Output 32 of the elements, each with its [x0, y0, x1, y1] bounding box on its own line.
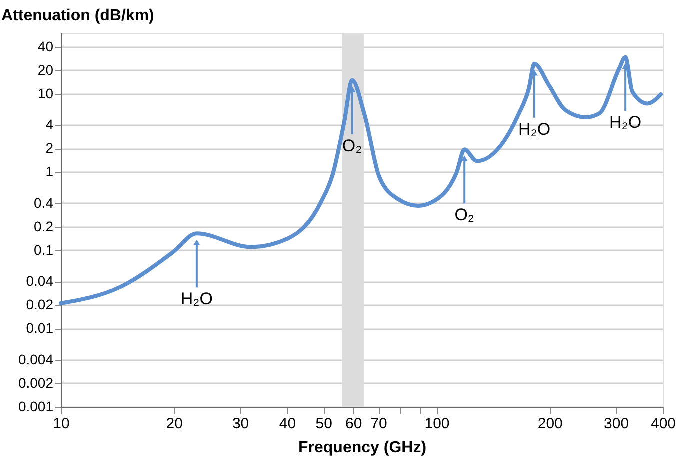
annotation: O₂ — [342, 136, 362, 156]
y-tick-label: 0.4 — [34, 194, 54, 211]
x-tick-label: 40 — [279, 416, 296, 432]
y-tick-label: 0.2 — [34, 218, 54, 234]
y-tick-label: 10 — [38, 85, 54, 102]
x-tick-label: 50 — [316, 416, 332, 432]
y-tick-label: 1 — [46, 164, 54, 180]
y-axis-title: Attenuation (dB/km) — [2, 8, 154, 24]
y-tick-label: 0.04 — [26, 273, 54, 290]
annotation: H₂O — [610, 113, 642, 132]
y-tick-label: 40 — [38, 38, 54, 54]
x-tick-label: 20 — [166, 416, 183, 432]
annotation: O₂ — [454, 206, 475, 225]
annotation: H₂O — [180, 290, 213, 309]
y-tick-label: 20 — [38, 62, 54, 78]
x-tick-label: 30 — [232, 416, 250, 432]
x-tick-label: 100 — [424, 416, 450, 432]
y-tick-label: 2 — [46, 140, 54, 156]
annotation: H₂O — [518, 120, 551, 139]
x-tick-label: 300 — [604, 416, 630, 432]
y-tick-label: 4 — [46, 116, 54, 133]
y-tick-label: 0.1 — [34, 242, 54, 258]
x-axis-title: Frequency (GHz) — [298, 440, 427, 456]
y-tick-label: 0.001 — [18, 398, 54, 414]
x-tick-label: 200 — [538, 416, 563, 432]
x-tick-label: 400 — [650, 416, 676, 432]
x-tick-label: 70 — [370, 416, 388, 432]
y-tick-label: 0.004 — [18, 351, 54, 368]
y-tick-label: 0.02 — [26, 296, 54, 313]
x-tick-label: 60 — [346, 416, 362, 432]
y-tick-label: 0.01 — [26, 320, 54, 336]
y-tick-label: 0.002 — [18, 374, 54, 391]
